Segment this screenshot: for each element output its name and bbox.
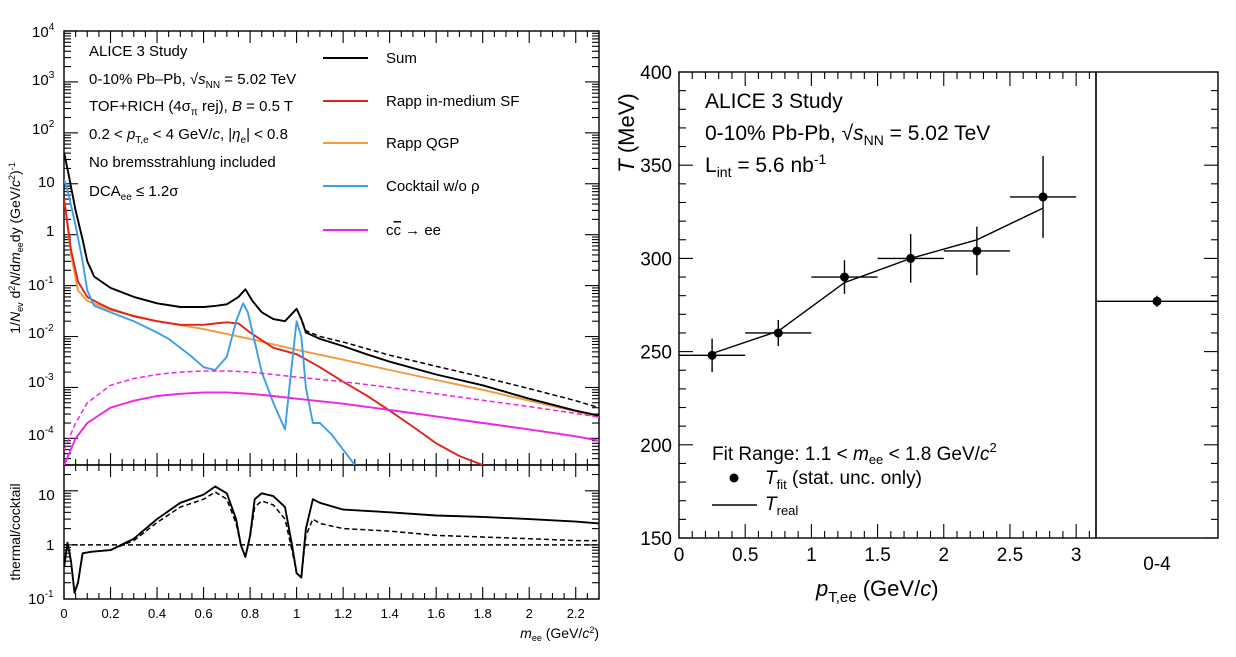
ratio-frame bbox=[63, 464, 600, 600]
ratio-y-ticks bbox=[64, 464, 599, 600]
x-tick-label: 0.8 bbox=[241, 606, 259, 621]
legend-rapp: Rapp in-medium SF bbox=[386, 93, 519, 110]
integrated-x-label: 0-4 bbox=[1143, 554, 1171, 575]
annotation-brems: No bremsstrahlung included bbox=[89, 154, 276, 171]
legend-qgp: Rapp QGP bbox=[386, 135, 459, 152]
x-tick-label: 0.6 bbox=[195, 606, 213, 621]
temperature-data bbox=[679, 155, 1077, 373]
x-tick-label: 1.6 bbox=[427, 606, 445, 621]
ytick-1e-4: 10-4 bbox=[28, 425, 54, 444]
legend-fit: Tfit (stat. unc. only) bbox=[765, 468, 922, 492]
x-tick-label: 0.2 bbox=[101, 606, 119, 621]
annotation-right-lumi: Lint = 5.6 nb-1 bbox=[705, 151, 826, 180]
x-tick-label: 1.4 bbox=[381, 606, 399, 621]
x-tick-label: 0.4 bbox=[148, 606, 166, 621]
temp-y-tick-label: 300 bbox=[640, 249, 672, 270]
legend-fit-marker bbox=[729, 473, 739, 483]
ratio-series-thermal-cocktail bbox=[64, 485, 599, 594]
temperature-legend: Fit Range: 1.1 < mee < 1.8 GeV/c2 Tfit (… bbox=[712, 440, 997, 518]
temperature-y-axis-title: T (MeV) bbox=[614, 93, 639, 172]
temperature-ticks bbox=[678, 71, 1218, 539]
series-rapp-qgp bbox=[64, 198, 599, 419]
annotation-system: 0-10% Pb–Pb, √sNN = 5.02 TeV bbox=[89, 71, 296, 91]
ratio-series-thermal-cocktail-enhanced bbox=[64, 491, 599, 594]
spectrum-annotations: ALICE 3 Study 0-10% Pb–Pb, √sNN = 5.02 T… bbox=[89, 43, 296, 203]
fit-point bbox=[745, 319, 812, 347]
integrated-point bbox=[1152, 296, 1162, 306]
temp-y-tick-label: 200 bbox=[640, 436, 672, 457]
ytick-1e-2: 10-2 bbox=[28, 323, 54, 342]
x-tick-label: 1.2 bbox=[334, 606, 352, 621]
integrated-frame bbox=[1095, 71, 1219, 539]
spectrum-legend: Sum Rapp in-medium SF Rapp QGP Cocktail … bbox=[323, 50, 519, 239]
series-sum bbox=[64, 152, 599, 417]
real-temperature-curve bbox=[711, 207, 1044, 355]
legend-real: Treal bbox=[765, 494, 798, 518]
x-tick-label: 2.2 bbox=[567, 606, 585, 621]
fit-point bbox=[1009, 155, 1077, 238]
spectrum-y-tick-labels: 104 103 102 10 1 10-1 10-2 10-3 10-4 bbox=[28, 22, 55, 444]
spectrum-x-ticks bbox=[63, 31, 600, 599]
spectrum-x-tick-labels: 0 0.2 0.4 0.6 0.8 1 1.2 1.4 1.6 1.8 2 2.2 bbox=[60, 606, 584, 621]
temp-x-tick-label: 1.5 bbox=[864, 545, 890, 566]
temp-y-tick-label: 150 bbox=[640, 529, 672, 550]
series-rapp-in-medium-sf bbox=[64, 198, 484, 465]
temp-x-tick-label: 0.5 bbox=[732, 545, 758, 566]
legend-fit-range: Fit Range: 1.1 < mee < 1.8 GeV/c2 bbox=[712, 440, 997, 467]
ytick-1e-1: 10-1 bbox=[28, 275, 54, 294]
temp-x-tick-label: 3 bbox=[1071, 545, 1082, 566]
ytick-1e4: 104 bbox=[32, 22, 55, 41]
series-cc-ee-enhanced bbox=[64, 370, 599, 450]
integrated-data bbox=[1096, 295, 1218, 307]
annotation-title: ALICE 3 Study bbox=[89, 43, 188, 60]
annotation-dca: DCAee ≤ 1.2σ bbox=[89, 183, 179, 203]
temp-x-tick-label: 2 bbox=[938, 545, 949, 566]
fit-point bbox=[811, 260, 878, 294]
annotation-pid: TOF+RICH (4σπ rej), B = 0.5 T bbox=[89, 98, 293, 118]
fit-point bbox=[877, 234, 944, 283]
annotation-right-system: 0-10% Pb-Pb, √sNN = 5.02 TeV bbox=[705, 122, 990, 148]
ratio-ytick-0.1: 10-1 bbox=[28, 589, 54, 608]
temp-y-tick-label: 400 bbox=[640, 63, 672, 84]
ratio-ytick-1: 1 bbox=[46, 537, 54, 554]
spectrum-x-axis-title: mee (GeV/c2) bbox=[520, 625, 599, 643]
temperature-y-tick-labels: 150 200 250 300 350 400 bbox=[640, 63, 672, 550]
temperature-x-tick-labels: 0 0.5 1 1.5 2 2.5 3 bbox=[674, 545, 1082, 566]
spectrum-y-axis-title: 1/Nev d2N/dmeedy (GeV/c2)-1 bbox=[7, 162, 25, 333]
ytick-1e2: 102 bbox=[32, 119, 55, 138]
temp-x-tick-label: 1 bbox=[806, 545, 817, 566]
legend-charm: cc → ee bbox=[386, 222, 441, 239]
ratio-y-axis-title: thermal/cocktail bbox=[7, 483, 23, 580]
series-cocktail-w-o bbox=[64, 179, 356, 465]
series-cc-ee bbox=[64, 391, 599, 465]
ytick-1e3: 103 bbox=[32, 70, 55, 89]
ratio-y-tick-labels: 10 1 10-1 bbox=[28, 487, 55, 608]
x-tick-label: 2 bbox=[526, 606, 533, 621]
temp-y-tick-label: 350 bbox=[640, 156, 672, 177]
temperature-annotations: ALICE 3 Study 0-10% Pb-Pb, √sNN = 5.02 T… bbox=[705, 90, 990, 180]
temp-x-tick-label: 0 bbox=[674, 545, 685, 566]
x-tick-label: 1.8 bbox=[474, 606, 492, 621]
x-tick-label: 0 bbox=[60, 606, 67, 621]
temperature-x-axis-title: pT,ee (GeV/c) bbox=[815, 576, 939, 606]
annotation-right-title: ALICE 3 Study bbox=[705, 90, 843, 113]
temp-y-tick-label: 250 bbox=[640, 343, 672, 364]
spectrum-curves bbox=[64, 152, 599, 465]
temp-x-tick-label: 2.5 bbox=[997, 545, 1023, 566]
annotation-kinematics: 0.2 < pT,e < 4 GeV/c, |ηe| < 0.8 bbox=[89, 126, 288, 146]
fit-point bbox=[679, 338, 746, 373]
x-tick-label: 1 bbox=[293, 606, 300, 621]
ytick-1e0: 1 bbox=[46, 223, 54, 240]
legend-cocktail: Cocktail w/o ρ bbox=[386, 178, 480, 195]
fit-point bbox=[943, 226, 1010, 276]
ratio-ytick-10: 10 bbox=[38, 487, 55, 504]
legend-sum: Sum bbox=[386, 50, 417, 67]
ytick-1e-3: 10-3 bbox=[28, 372, 54, 391]
ytick-1e1: 10 bbox=[38, 174, 55, 191]
ratio-curves bbox=[64, 485, 599, 594]
